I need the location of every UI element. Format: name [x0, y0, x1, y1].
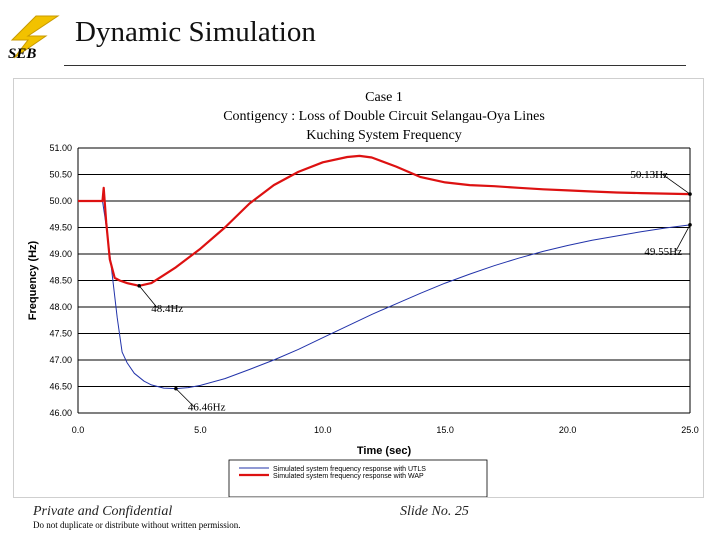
- annotation-arrowhead: [688, 223, 692, 227]
- annotation-label: 50.13Hz: [630, 169, 668, 181]
- y-tick-label: 49.00: [49, 249, 72, 259]
- annotation-label: 48.4Hz: [151, 303, 183, 315]
- annotation-label: 46.46Hz: [188, 402, 226, 414]
- annotation-arrowhead: [137, 284, 141, 288]
- y-axis-label: Frequency (Hz): [27, 240, 39, 320]
- chart-title-line-3: Kuching System Frequency: [306, 128, 462, 143]
- x-tick-label: 10.0: [314, 425, 332, 435]
- chart-title-line-1: Case 1: [365, 90, 403, 105]
- annotation-arrow: [175, 388, 195, 407]
- annotation-arrowhead: [688, 192, 692, 196]
- slide-title: Dynamic Simulation: [75, 16, 316, 48]
- y-tick-label: 51.00: [49, 143, 72, 153]
- chart-frame: Case 1 Contigency : Loss of Double Circui…: [13, 78, 704, 498]
- x-tick-label: 15.0: [436, 425, 454, 435]
- y-tick-label: 46.00: [49, 408, 72, 418]
- x-tick-label: 25.0: [681, 425, 699, 435]
- y-tick-label: 47.50: [49, 329, 72, 339]
- chart-title-line-2: Contigency : Loss of Double Circuit Sela…: [223, 109, 545, 124]
- title-divider: [64, 65, 686, 66]
- x-axis-label: Time (sec): [357, 445, 412, 457]
- annotation-label: 49.55Hz: [644, 246, 682, 258]
- annotation-arrowhead: [174, 386, 178, 391]
- y-tick-label: 47.00: [49, 355, 72, 365]
- x-tick-label: 20.0: [559, 425, 577, 435]
- seb-logo-icon: [10, 15, 60, 59]
- x-tick-label: 5.0: [194, 425, 207, 435]
- footer-disclaimer: Do not duplicate or distribute without w…: [33, 520, 241, 530]
- y-tick-label: 50.50: [49, 170, 72, 180]
- annotation-arrow: [661, 173, 691, 195]
- series-line-wap: [78, 154, 691, 287]
- y-tick-label: 48.00: [49, 302, 72, 312]
- y-tick-label: 50.00: [49, 196, 72, 206]
- legend-label-utls: Simulated system frequency response with…: [273, 466, 426, 473]
- legend-box: [228, 459, 488, 497]
- y-tick-label: 48.50: [49, 276, 72, 286]
- annotation-arrow: [675, 224, 691, 252]
- x-tick-label: 0.0: [72, 425, 85, 435]
- series-line-utls: [78, 200, 691, 390]
- frequency-chart: Case 1 Contigency : Loss of Double Circui…: [27, 90, 699, 497]
- annotation-arrow: [138, 285, 158, 309]
- y-tick-label: 49.50: [49, 223, 72, 233]
- slide-number: Slide No. 25: [400, 504, 469, 519]
- logo-text: SEB: [8, 46, 37, 62]
- y-tick-label: 46.50: [49, 382, 72, 392]
- footer-confidential: Private and Confidential: [33, 504, 173, 519]
- legend-label-wap: Simulated system frequency response with…: [273, 473, 424, 480]
